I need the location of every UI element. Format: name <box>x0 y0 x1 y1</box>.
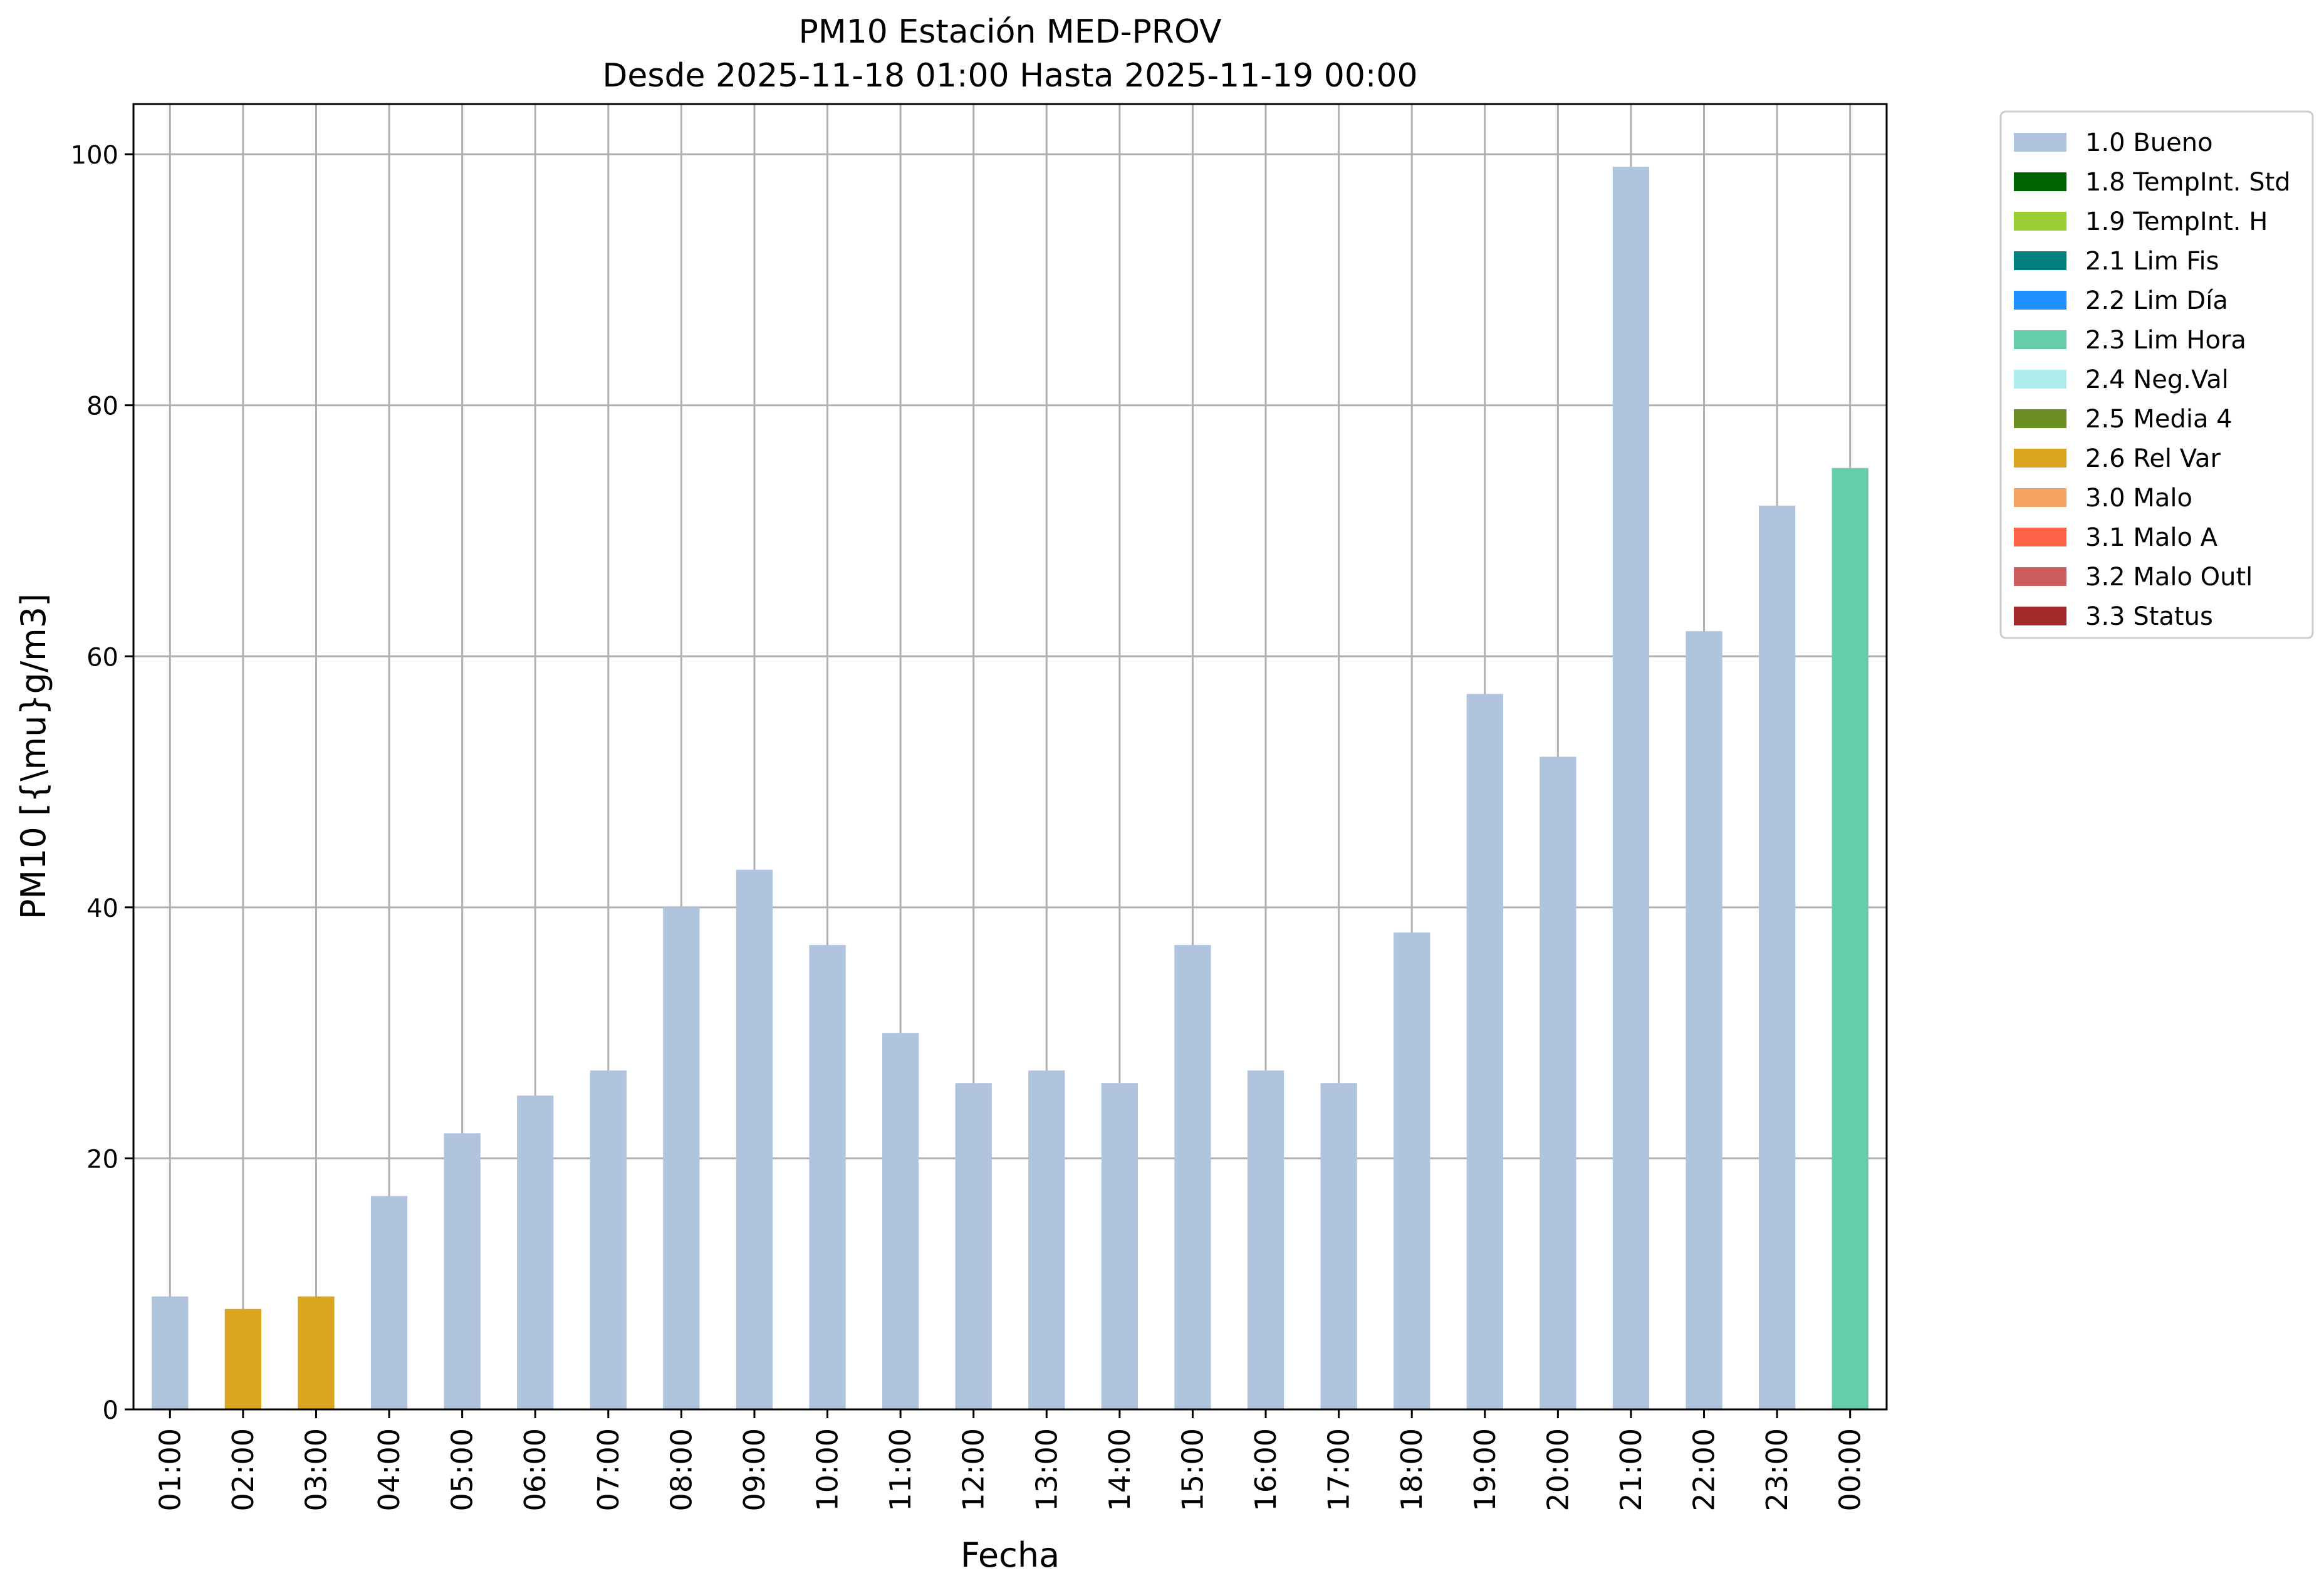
x-tick-label: 23:00 <box>1760 1428 1794 1512</box>
x-tick-label: 04:00 <box>372 1428 406 1512</box>
legend-label: 3.1 Malo A <box>2085 523 2218 552</box>
bar <box>736 869 773 1409</box>
bar <box>590 1070 627 1409</box>
legend: 1.0 Bueno 1.8 TempInt. Std 1.9 TempInt. H 2… <box>1999 110 2314 639</box>
y-tick-label: 0 <box>103 1396 118 1425</box>
legend-label: 2.6 Rel Var <box>2085 444 2221 473</box>
legend-label: 3.3 Status <box>2085 602 2213 631</box>
legend-label: 2.2 Lim Día <box>2085 286 2228 315</box>
bar <box>955 1083 992 1409</box>
y-tick-label: 40 <box>86 894 118 923</box>
legend-swatch <box>2014 251 2066 270</box>
legend-swatch <box>2014 488 2066 507</box>
x-tick-label: 03:00 <box>299 1428 333 1512</box>
legend-label: 2.1 Lim Fis <box>2085 247 2219 276</box>
x-tick-label: 21:00 <box>1614 1428 1648 1512</box>
bar <box>370 1196 408 1409</box>
legend-label: 2.5 Media 4 <box>2085 405 2233 434</box>
bar <box>1540 756 1576 1409</box>
legend-label: 1.8 TempInt. Std <box>2085 168 2291 197</box>
x-axis: 01:00 02:00 03:00 04:00 05:00 06:00 07:00 08:00… <box>153 1409 1867 1512</box>
x-tick-label: 08:00 <box>664 1428 698 1512</box>
y-axis: 0 20 40 60 80 100 <box>71 141 133 1425</box>
legend-label: 1.0 Bueno <box>2085 128 2213 157</box>
bar <box>1758 505 1796 1409</box>
bar <box>152 1296 189 1409</box>
x-tick-label: 20:00 <box>1541 1428 1575 1512</box>
legend-swatch <box>2014 172 2066 191</box>
x-tick-label: 00:00 <box>1833 1428 1867 1512</box>
x-tick-label: 14:00 <box>1103 1428 1137 1512</box>
legend-swatch <box>2014 370 2066 389</box>
x-tick-label: 13:00 <box>1029 1428 1063 1512</box>
x-tick-label: 06:00 <box>518 1428 552 1512</box>
bar <box>444 1133 481 1409</box>
x-tick-label: 05:00 <box>446 1428 479 1512</box>
bar <box>1832 468 1868 1409</box>
x-tick-label: 09:00 <box>737 1428 771 1512</box>
legend-label: 3.2 Malo Outl <box>2085 563 2253 592</box>
bar <box>1028 1070 1065 1409</box>
bar <box>882 1033 919 1409</box>
x-tick-label: 07:00 <box>591 1428 625 1512</box>
y-tick-label: 100 <box>71 141 118 170</box>
x-axis-label: Fecha <box>961 1535 1060 1575</box>
x-tick-label: 17:00 <box>1322 1428 1356 1512</box>
bar <box>1686 631 1722 1409</box>
bar <box>1466 694 1503 1409</box>
x-tick-label: 12:00 <box>957 1428 991 1512</box>
bar <box>1247 1070 1284 1409</box>
bar <box>663 907 700 1409</box>
bar <box>1174 944 1211 1409</box>
x-tick-label: 18:00 <box>1395 1428 1429 1512</box>
bar <box>1612 167 1650 1409</box>
legend-swatch <box>2014 567 2066 586</box>
bars <box>152 167 1868 1409</box>
legend-swatch <box>2014 607 2066 625</box>
x-tick-label: 15:00 <box>1175 1428 1209 1512</box>
y-axis-label: PM10 [{\mu}g/m3] <box>14 593 53 919</box>
chart-subtitle: Desde 2025-11-18 01:00 Hasta 2025-11-19 … <box>602 57 1417 95</box>
chart-title: PM10 Estación MED-PROV <box>798 13 1221 51</box>
legend-label: 2.4 Neg.Val <box>2085 365 2229 394</box>
x-gridlines <box>169 104 1852 1409</box>
x-tick-label: 16:00 <box>1249 1428 1283 1512</box>
legend-swatch <box>2014 409 2066 428</box>
x-tick-label: 11:00 <box>883 1428 917 1512</box>
x-tick-label: 02:00 <box>226 1428 260 1512</box>
y-tick-label: 80 <box>86 392 118 421</box>
legend-swatch <box>2014 291 2066 310</box>
bar <box>1320 1083 1357 1409</box>
legend-swatch <box>2014 449 2066 468</box>
legend-swatch <box>2014 330 2066 349</box>
bar <box>1101 1083 1139 1409</box>
plot-frame <box>132 103 1888 1411</box>
legend-label: 3.0 Malo <box>2085 484 2192 513</box>
x-tick-label: 19:00 <box>1468 1428 1502 1512</box>
x-tick-label: 01:00 <box>153 1428 187 1512</box>
bar <box>809 944 846 1409</box>
bar <box>298 1296 335 1409</box>
legend-swatch <box>2014 133 2066 152</box>
y-tick-label: 60 <box>86 643 118 672</box>
bar <box>224 1309 262 1409</box>
bar <box>1394 932 1430 1409</box>
legend-swatch <box>2014 528 2066 546</box>
y-tick-label: 20 <box>86 1145 118 1174</box>
legend-swatch <box>2014 212 2066 231</box>
legend-label: 1.9 TempInt. H <box>2085 207 2268 236</box>
bar <box>517 1095 554 1409</box>
x-tick-label: 22:00 <box>1687 1428 1721 1512</box>
legend-frame <box>1999 110 2314 639</box>
legend-label: 2.3 Lim Hora <box>2085 326 2246 355</box>
x-tick-label: 10:00 <box>811 1428 845 1512</box>
